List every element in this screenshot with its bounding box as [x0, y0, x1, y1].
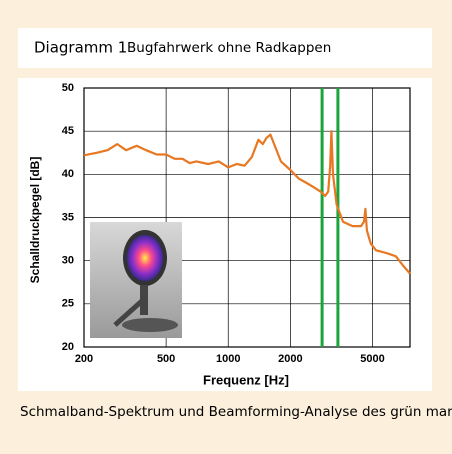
y-tick-label: 35: [62, 211, 74, 223]
x-tick-label: 200: [75, 353, 93, 365]
chart-subtitle: Bugfahrwerk ohne Radkappen: [127, 40, 331, 56]
y-tick-label: 30: [62, 255, 74, 267]
chart: Diagramm 1 Bugfahrwerk ohne Radkappen Sc…: [0, 0, 452, 450]
plot-panel: [18, 78, 432, 391]
x-tick-label: 2000: [278, 353, 302, 365]
y-tick-label: 20: [62, 341, 74, 353]
x-tick-label: 1000: [216, 353, 240, 365]
inset-photo: [90, 222, 182, 338]
x-axis-label: Frequenz [Hz]: [203, 372, 289, 387]
x-tick-label: 5000: [360, 353, 384, 365]
y-tick-label: 40: [62, 168, 74, 180]
chart-title: Diagramm 1: [34, 39, 127, 57]
y-tick-label: 50: [62, 82, 74, 94]
x-tick-label: 500: [157, 353, 175, 365]
y-tick-label: 25: [62, 298, 74, 310]
caption: Schmalband-Spektrum und Beamforming-Anal…: [20, 404, 452, 420]
y-axis-label: Schalldruckpegel [dB]: [28, 157, 42, 284]
page: {"chart_data": {"type": "line", "title":…: [0, 0, 452, 450]
y-tick-label: 45: [62, 125, 74, 137]
